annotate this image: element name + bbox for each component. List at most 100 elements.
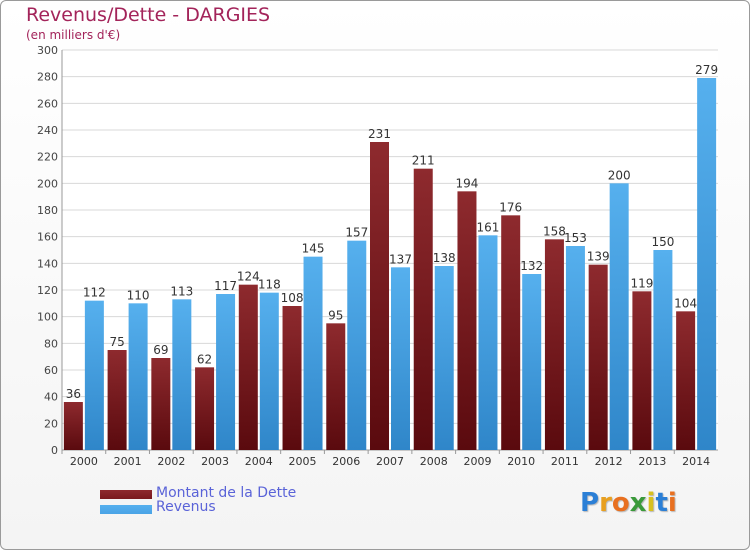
logo-letter: x <box>629 488 647 518</box>
legend-swatch-revenus <box>100 505 152 514</box>
bar-revenus <box>391 267 410 450</box>
data-label-revenus: 117 <box>214 279 237 293</box>
x-tick-label: 2001 <box>114 455 142 468</box>
y-tick-label: 260 <box>37 97 58 110</box>
legend-label-revenus: Revenus <box>156 499 216 515</box>
y-tick-label: 40 <box>44 391 58 404</box>
data-label-revenus: 137 <box>389 252 412 266</box>
x-tick-label: 2009 <box>463 455 491 468</box>
x-tick-label: 2002 <box>157 455 185 468</box>
y-tick-label: 100 <box>37 311 58 324</box>
y-tick-label: 140 <box>37 257 58 270</box>
x-tick-label: 2005 <box>289 455 317 468</box>
bar-revenus <box>434 266 454 450</box>
y-tick-label: 120 <box>37 284 58 297</box>
data-label-debt: 158 <box>543 224 566 238</box>
data-label-debt: 75 <box>109 335 124 349</box>
bar-revenus <box>172 299 192 450</box>
data-label-debt: 211 <box>412 154 435 168</box>
data-label-debt: 108 <box>281 291 304 305</box>
bar-debt <box>195 367 215 450</box>
data-label-debt: 124 <box>237 270 260 284</box>
logo-letter: o <box>611 488 630 518</box>
data-label-debt: 194 <box>456 176 479 190</box>
data-label-debt: 62 <box>197 352 212 366</box>
data-label-debt: 36 <box>66 387 81 401</box>
bar-debt <box>457 191 477 451</box>
bar-debt <box>676 311 696 450</box>
bar-revenus <box>303 256 323 450</box>
bar-debt <box>282 306 302 450</box>
bar-debt <box>588 264 608 450</box>
data-label-revenus: 145 <box>302 242 325 256</box>
legend-label-debt: Montant de la Dette <box>156 485 297 501</box>
chart-subtitle: (en milliers d'€) <box>26 28 121 42</box>
data-label-revenus: 200 <box>608 168 631 182</box>
plot-area <box>62 50 718 450</box>
x-tick-label: 2000 <box>70 455 98 468</box>
data-label-revenus: 112 <box>83 286 106 300</box>
data-label-debt: 176 <box>499 200 522 214</box>
bar-debt <box>107 350 127 450</box>
y-tick-label: 160 <box>37 231 58 244</box>
data-label-debt: 139 <box>587 250 610 264</box>
bar-revenus <box>522 274 542 450</box>
chart-title: Revenus/Dette - DARGIES <box>26 4 271 26</box>
x-tick-label: 2003 <box>201 455 229 468</box>
bar-revenus <box>84 300 104 450</box>
bar-debt <box>413 168 433 450</box>
data-label-revenus: 161 <box>477 220 500 234</box>
y-tick-label: 20 <box>44 417 58 430</box>
x-tick-label: 2008 <box>420 455 448 468</box>
bar-revenus <box>216 294 236 450</box>
y-tick-label: 280 <box>37 71 58 84</box>
bar-revenus <box>478 235 498 450</box>
logo-letter: i <box>646 488 656 518</box>
data-label-revenus: 113 <box>170 284 193 298</box>
data-label-revenus: 118 <box>258 278 281 292</box>
y-tick-label: 240 <box>37 124 58 137</box>
y-tick-label: 220 <box>37 151 58 164</box>
data-label-revenus: 157 <box>345 226 368 240</box>
x-tick-label: 2013 <box>638 455 666 468</box>
x-tick-label: 2007 <box>376 455 404 468</box>
data-label-revenus: 150 <box>651 235 674 249</box>
y-tick-label: 200 <box>37 177 58 190</box>
data-label-revenus: 153 <box>564 231 587 245</box>
proxiti-logo: Proxiti <box>580 488 677 518</box>
data-label-revenus: 110 <box>127 288 150 302</box>
bar-revenus <box>128 303 148 450</box>
logo-letter: t <box>655 488 668 518</box>
bar-revenus <box>259 292 279 450</box>
bar-debt <box>632 291 652 450</box>
y-tick-label: 0 <box>51 444 58 457</box>
bar-revenus <box>697 78 717 450</box>
legend-swatch-debt <box>100 490 152 499</box>
bar-debt <box>151 358 171 450</box>
data-label-revenus: 279 <box>695 63 718 77</box>
x-tick-label: 2004 <box>245 455 273 468</box>
bar-revenus <box>653 250 673 450</box>
data-label-debt: 95 <box>328 308 343 322</box>
bar-revenus <box>609 183 629 451</box>
x-tick-label: 2006 <box>332 455 360 468</box>
bar-debt <box>501 215 521 450</box>
y-tick-label: 60 <box>44 364 58 377</box>
bar-debt <box>238 284 258 450</box>
y-tick-label: 300 <box>37 44 58 57</box>
data-label-revenus: 132 <box>520 259 543 273</box>
data-label-debt: 231 <box>368 127 391 141</box>
bar-debt <box>544 239 564 450</box>
logo-letter: i <box>667 488 677 518</box>
bar-debt <box>370 142 389 450</box>
x-tick-label: 2012 <box>595 455 623 468</box>
x-tick-label: 2011 <box>551 455 579 468</box>
x-tick-label: 2010 <box>507 455 535 468</box>
bar-revenus <box>347 240 367 450</box>
y-tick-label: 180 <box>37 204 58 217</box>
bar-revenus <box>565 246 585 450</box>
bar-debt <box>326 323 346 450</box>
y-tick-label: 80 <box>44 337 58 350</box>
logo-letter: P <box>580 488 600 518</box>
